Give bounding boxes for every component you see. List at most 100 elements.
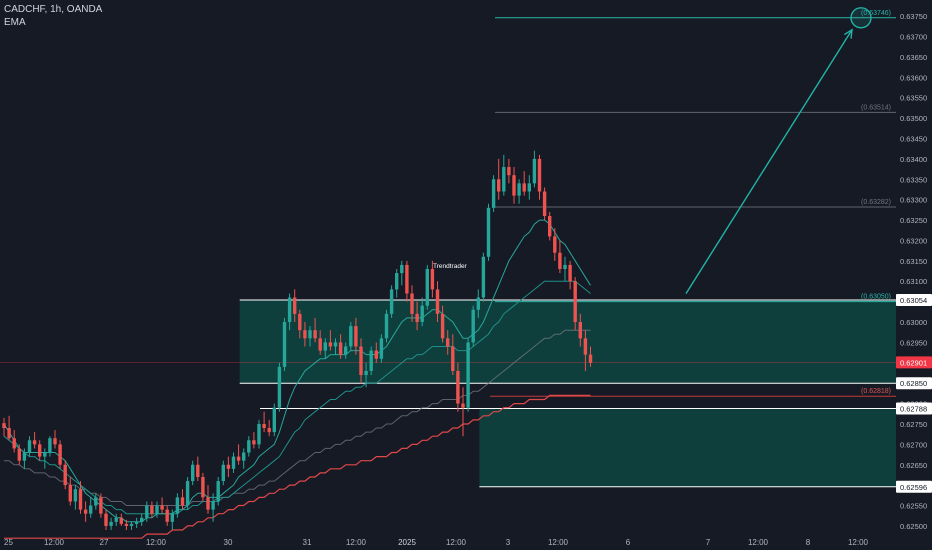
y-tick-label: 0.63000 [900,318,927,327]
candle-body [196,464,200,477]
candle-body [7,428,11,439]
candle-body [134,521,139,524]
y-tick-label: 0.62500 [900,522,927,531]
candle-body [226,464,231,469]
x-tick-label: 6 [626,538,631,547]
candle-body [502,167,506,192]
y-tick-label: 0.63600 [900,73,927,82]
candle-body [588,354,593,363]
demand-zone [239,299,896,384]
candle-body [140,517,144,522]
candle-body [359,346,363,376]
candle-body [338,342,343,355]
x-tick-label: 12:00 [848,538,869,547]
candle-body [578,322,582,339]
candle-body [63,464,67,486]
candle-body [481,256,486,298]
candle-body [389,289,394,314]
candle-body [68,485,72,502]
candle-body [83,509,88,514]
candle-body [461,403,465,408]
y-tick-label: 0.62700 [900,440,927,449]
price-label: 0.62596 [900,483,927,492]
level-label: (0.62818) [861,388,891,395]
candle-body [48,438,52,453]
price-label-box [896,293,932,306]
candle-body [145,505,149,518]
candle-body [395,273,399,290]
x-tick-label: 8 [806,538,811,547]
y-tick-label: 0.63500 [900,114,927,123]
x-tick-label: 7 [706,538,711,547]
candle-body [527,183,531,192]
candle-body [476,297,480,310]
candle-body [180,497,185,506]
x-tick-label: 27 [100,538,109,547]
candle-body [216,481,220,502]
candle-body [170,513,174,522]
x-tick-label: 31 [303,538,312,547]
candle-body [236,456,241,461]
price-axis-background [896,0,932,550]
x-tick-label: 12:00 [748,538,769,547]
candle-body [17,448,21,461]
candle-body [548,215,552,237]
candle-body [517,183,521,196]
candle-body [466,342,470,408]
price-label: 0.62850 [900,379,927,388]
candle-body [22,452,27,461]
candle-body [231,456,236,469]
y-tick-label: 0.63350 [900,175,927,184]
y-tick-label: 0.63450 [900,135,927,144]
price-label-box [896,377,932,390]
candle-body [486,207,491,257]
candle-body [491,179,496,208]
level-label: (0.63050) [861,294,891,301]
candle-body [379,338,384,359]
candle-body [150,505,154,514]
candle-body [323,342,327,351]
price-label: 0.63054 [900,296,927,305]
candle-body [185,481,190,506]
candle-body [446,338,450,347]
candle-body [277,366,282,408]
candle-body [89,505,93,514]
x-tick-label: 12:00 [346,538,367,547]
candle-body [333,342,338,347]
y-tick-label: 0.63250 [900,216,927,225]
candle-body [242,452,246,461]
candle-body [160,505,164,510]
candle-body [252,440,256,445]
candle-body [410,293,414,314]
candle-body [451,346,455,371]
y-tick-label: 0.63150 [900,257,927,266]
price-label-box [896,402,932,415]
current-price-label: 0.62901 [900,358,927,367]
candle-body [303,330,307,339]
candle-body [104,513,108,526]
candle-body [257,423,261,445]
candle-body [99,497,103,514]
candle-body [109,521,113,526]
y-tick-label: 0.63400 [900,155,927,164]
candle-body [165,509,169,522]
candle-body [522,183,526,192]
candle-body [384,313,389,339]
demand-zone [479,408,896,487]
candle-body [38,444,42,457]
symbol-title: CADCHF, 1h, OANDA [4,4,103,15]
level-label: (0.63514) [861,104,891,111]
projection-arrow [685,29,853,294]
ema-slow-line [4,394,591,539]
candle-body [430,269,435,290]
candle-body [73,489,78,502]
candle-body [497,179,501,192]
candle-body [374,350,378,359]
candle-body [201,476,205,498]
candle-body [94,497,98,506]
candle-body [440,313,445,339]
arrow-head [843,28,853,39]
candle-body [247,440,251,453]
candle-body [415,313,419,323]
